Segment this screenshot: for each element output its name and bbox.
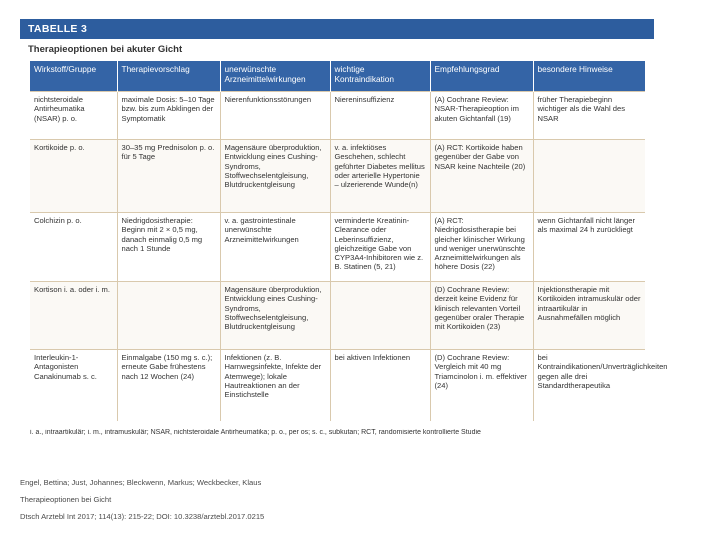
table-cell: früher Therapiebeginn wichtiger als die … — [533, 91, 645, 140]
table-cell: Niereninsuffizienz — [330, 91, 431, 140]
header-cell: wichtige Kontraindikation — [330, 61, 431, 92]
table-footnote: i. a., intraartikulär; i. m., intramusku… — [30, 429, 481, 436]
table-cell: Magensäure überproduktion, Entwicklung e… — [220, 139, 331, 213]
citation-block: Engel, Bettina; Just, Johannes; Bleckwen… — [20, 474, 264, 525]
table-cell: Interleukin-1-Antagonisten Canakinumab s… — [30, 349, 118, 421]
table-cell: (D) Cochrane Review: derzeit keine Evide… — [430, 281, 534, 350]
table-cell: (A) RCT: Kortikoide haben gegenüber der … — [430, 139, 534, 213]
table-cell: wenn Gichtanfall nicht länger als maxima… — [533, 212, 645, 282]
citation-source: Dtsch Arztebl Int 2017; 114(13): 215-22;… — [20, 512, 265, 521]
figure-label: TABELLE 3 — [20, 19, 654, 39]
table-caption: Therapieoptionen bei akuter Gicht — [28, 44, 183, 55]
header-cell: besondere Hinweise — [533, 61, 645, 92]
header-cell: Empfehlungsgrad — [430, 61, 534, 92]
table-cell: Niedrigdosistherapie: Beginn mit 2 × 0,5… — [117, 212, 221, 282]
citation-authors: Engel, Bettina; Just, Johannes; Bleckwen… — [20, 478, 262, 487]
table-cell: maximale Dosis: 5–10 Tage bzw. bis zum A… — [117, 91, 221, 140]
table-cell: Nierenfunktionsstörungen — [220, 91, 331, 140]
table-cell: v. a. infektiöses Geschehen, schlecht ge… — [330, 139, 431, 213]
table-cell: Kortison i. a. oder i. m. — [30, 281, 118, 350]
table-header-row: Wirkstoff/Gruppe Therapievorschlag unerw… — [30, 61, 645, 92]
table-cell: Kortikoide p. o. — [30, 139, 118, 213]
table-cell: verminderte Kreatinin-Clearance oder Leb… — [330, 212, 431, 282]
table-cell: Einmalgabe (150 mg s. c.); erneute Gabe … — [117, 349, 221, 421]
header-cell: Therapievorschlag — [117, 61, 221, 92]
table-cell: 30–35 mg Prednisolon p. o. für 5 Tage — [117, 139, 221, 213]
table-cell: nichtsteroidale Antirheumatika (NSAR) p.… — [30, 91, 118, 140]
table-cell: (A) Cochrane Review: NSAR-Therapieoption… — [430, 91, 534, 140]
table-cell — [533, 139, 645, 213]
table-figure: TABELLE 3 Therapieoptionen bei akuter Gi… — [20, 19, 668, 455]
table-cell: Infektionen (z. B. Harnwegsinfekte, Infe… — [220, 349, 331, 421]
table-cell: v. a. gastrointestinale unerwünschte Arz… — [220, 212, 331, 282]
table-row: Interleukin-1-Antagonisten Canakinumab s… — [30, 349, 668, 421]
table-row: Colchizin p. o. Niedrigdosistherapie: Be… — [30, 212, 645, 282]
table-cell: Injektionstherapie mit Kortikoiden intra… — [533, 281, 645, 350]
header-cell: unerwünschte Arzneimittelwirkungen — [220, 61, 331, 92]
table-row: nichtsteroidale Antirheumatika (NSAR) p.… — [30, 91, 645, 140]
table-row: Kortison i. a. oder i. m. Magensäure übe… — [30, 281, 645, 350]
table-cell — [330, 281, 431, 350]
therapy-table: Wirkstoff/Gruppe Therapievorschlag unerw… — [30, 61, 668, 421]
table-row: Kortikoide p. o. 30–35 mg Prednisolon p.… — [30, 139, 645, 213]
table-cell: Magensäure überproduktion, Entwicklung e… — [220, 281, 331, 350]
table-cell — [117, 281, 221, 350]
table-cell: (A) RCT: Niedrigdosistherapie bei gleich… — [430, 212, 534, 282]
citation-title: Therapieoptionen bei Gicht — [20, 495, 112, 504]
table-container: Wirkstoff/Gruppe Therapievorschlag unerw… — [30, 61, 668, 421]
table-cell: bei aktiven Infektionen — [330, 349, 431, 421]
table-cell: bei Kontraindikationen/Unverträglichkeit… — [533, 349, 668, 421]
header-cell: Wirkstoff/Gruppe — [30, 61, 118, 92]
table-cell: (D) Cochrane Review: Vergleich mit 40 mg… — [430, 349, 534, 421]
table-cell: Colchizin p. o. — [30, 212, 118, 282]
